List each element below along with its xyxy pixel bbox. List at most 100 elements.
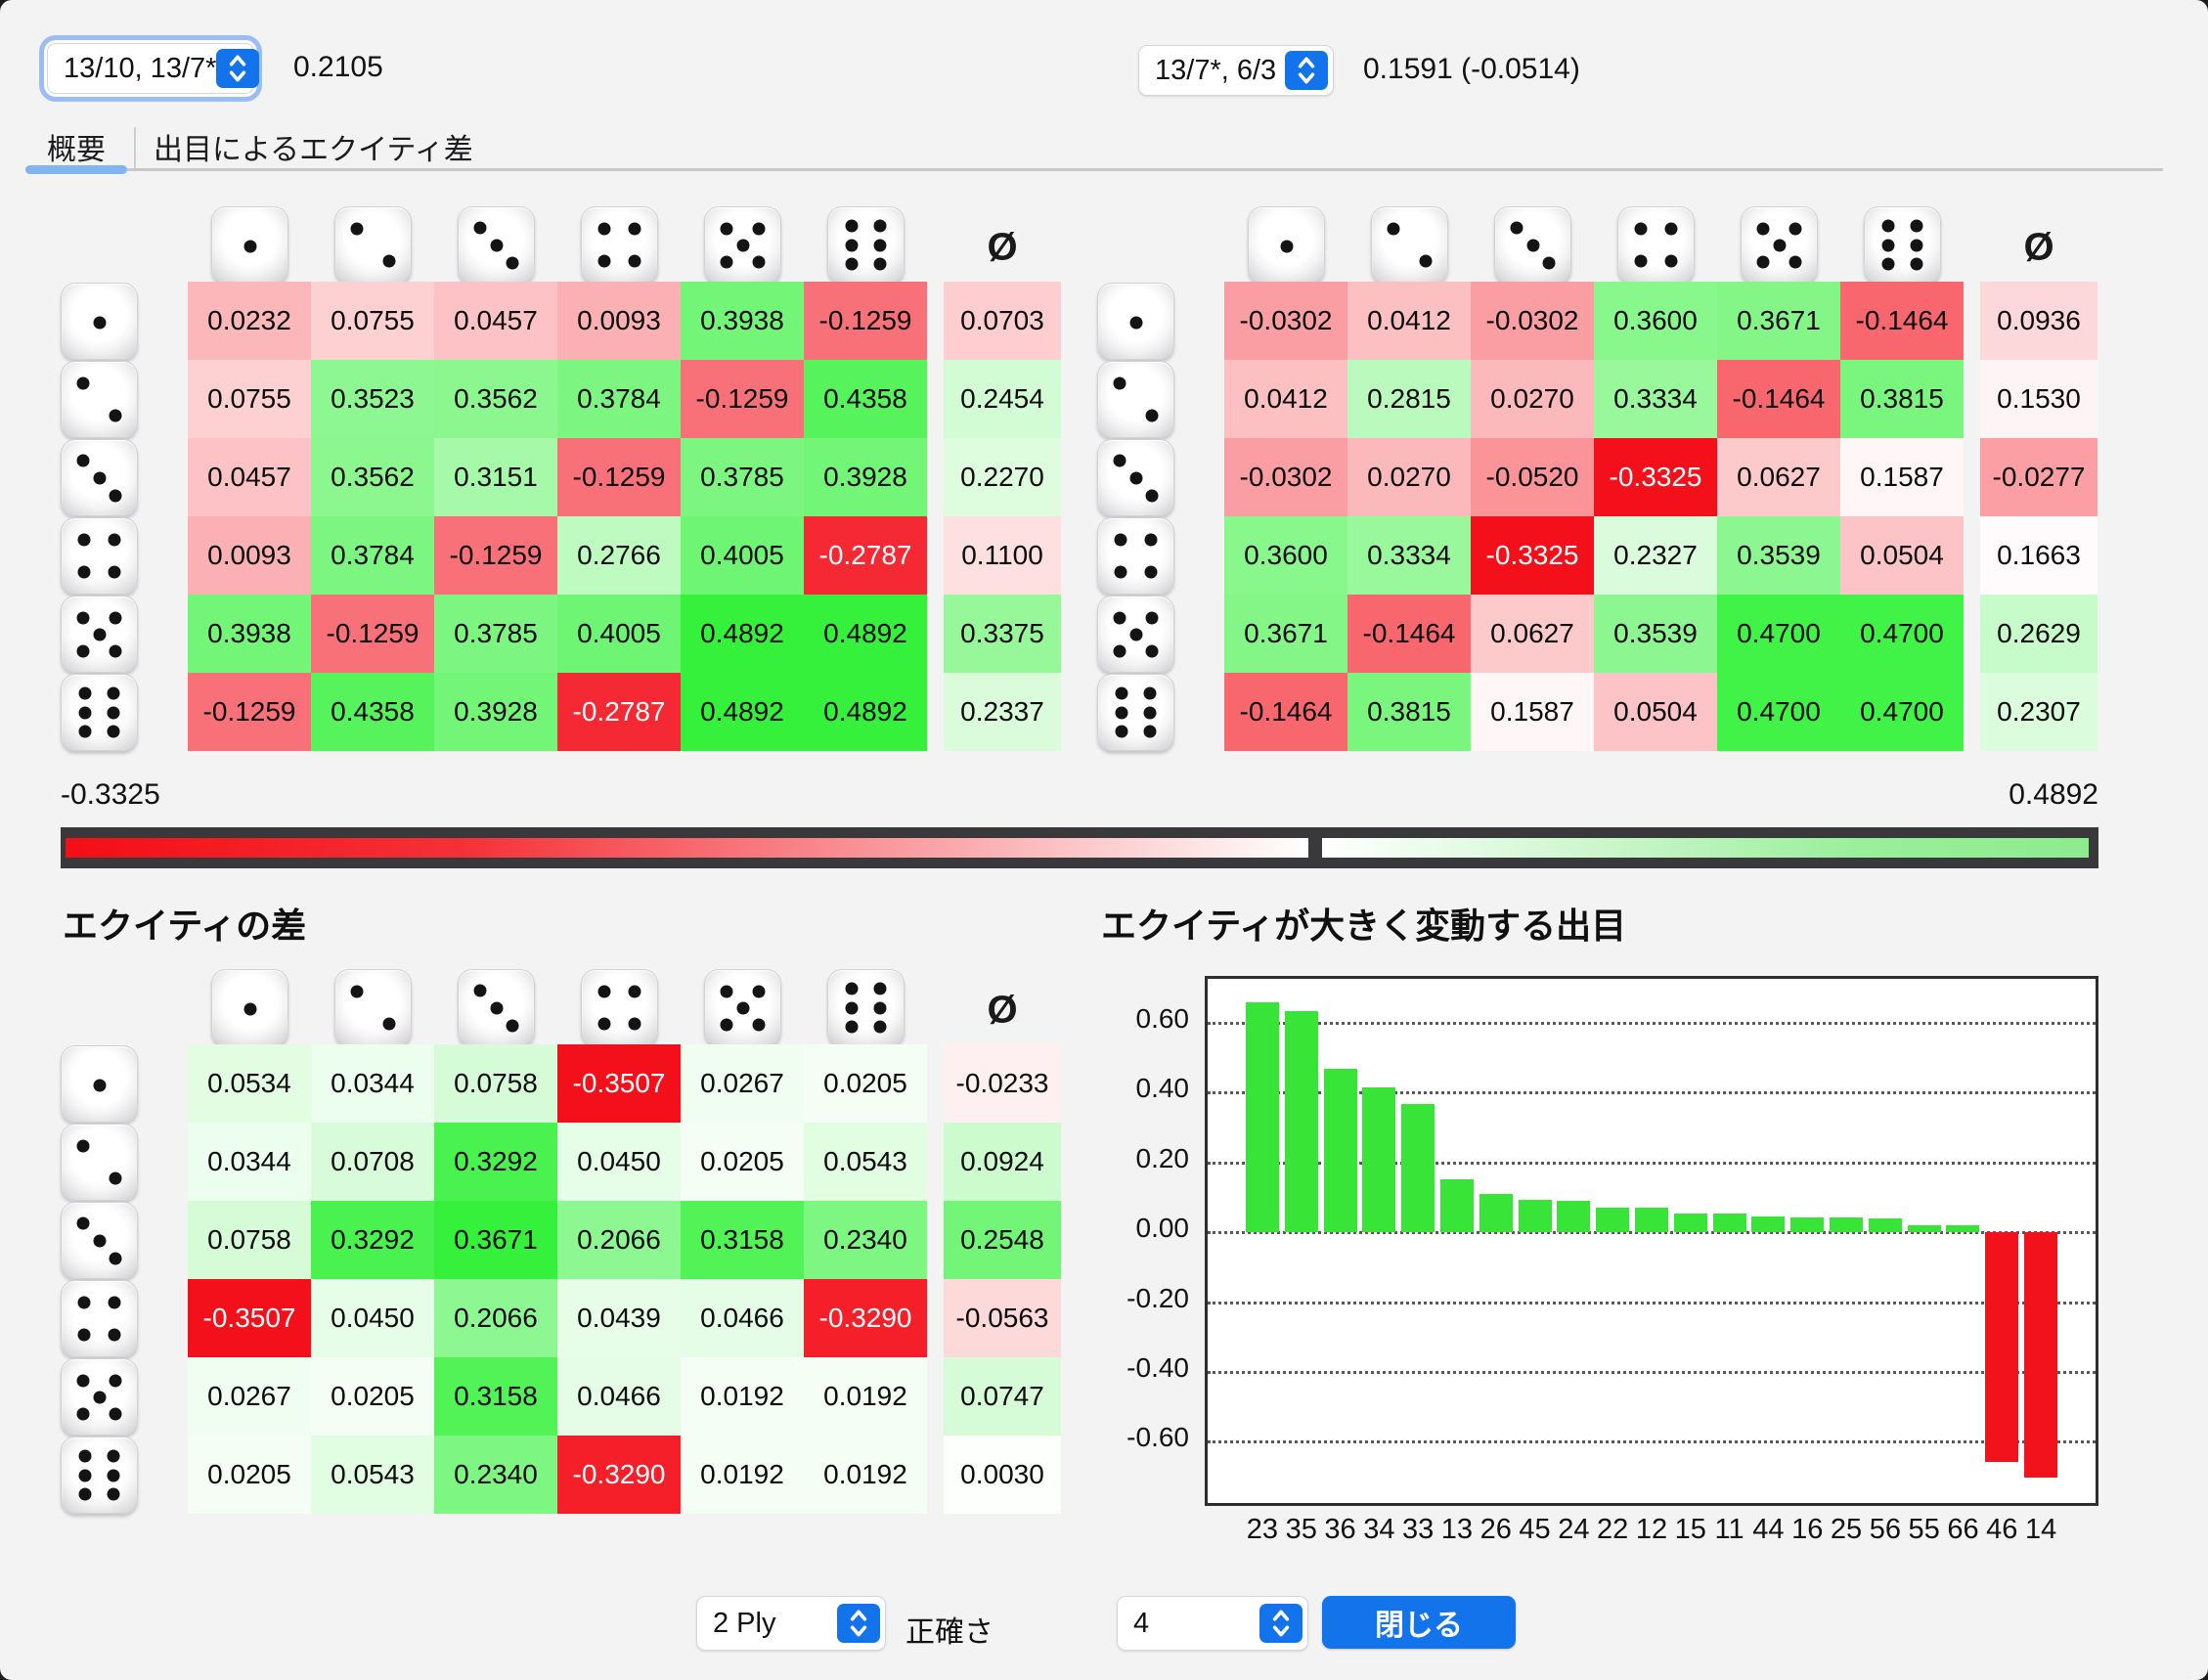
equity-cell: 0.3158 xyxy=(434,1357,557,1436)
x-axis-tick-label: 25 xyxy=(1830,1514,1863,1545)
equity-cell: 0.3815 xyxy=(1840,360,1964,438)
active-tab-underline xyxy=(25,165,127,174)
equity-cell: 0.3671 xyxy=(434,1201,557,1279)
updown-stepper-icon xyxy=(216,49,260,88)
accuracy-label: 正確さ xyxy=(905,1616,994,1649)
die-pip xyxy=(1910,239,1923,251)
equity-cell: 0.4358 xyxy=(311,673,434,751)
equity-cell: -0.1259 xyxy=(681,360,804,438)
equity-cell: 0.0504 xyxy=(1840,516,1964,595)
die-pip xyxy=(597,254,611,268)
bar-36 xyxy=(1323,1068,1357,1233)
equity-cell: 0.0755 xyxy=(188,360,311,438)
equity-cell: 0.3671 xyxy=(1224,595,1347,673)
updown-stepper-icon xyxy=(1285,51,1328,90)
equity-cell: 0.0205 xyxy=(804,1044,927,1123)
die-pip xyxy=(109,611,122,625)
die-pip xyxy=(1113,454,1126,467)
move1-select-value: 13/10, 13/7* xyxy=(64,52,217,84)
die-5-icon xyxy=(1741,206,1818,284)
die-pip xyxy=(1910,257,1923,271)
equity-cell: 0.2327 xyxy=(1594,516,1717,595)
die-pip xyxy=(845,239,859,251)
equity-cell: 0.3784 xyxy=(311,516,434,595)
die-pip xyxy=(628,1017,641,1031)
equity-cell: 0.3928 xyxy=(804,438,927,516)
die-pip xyxy=(597,222,611,236)
die-1-icon xyxy=(1248,206,1325,284)
bar-24 xyxy=(1557,1200,1591,1233)
equity-cell: 0.2766 xyxy=(557,516,681,595)
equity-cell: 0.0543 xyxy=(311,1436,434,1514)
row-average-cell: 0.2337 xyxy=(944,673,1061,751)
ply-select[interactable]: 2 Ply xyxy=(696,1596,886,1651)
die-pip xyxy=(76,611,90,625)
equity-cell: 0.3600 xyxy=(1224,516,1347,595)
die-pip xyxy=(76,454,90,467)
equity-cell: 0.4005 xyxy=(557,595,681,673)
equity-cell: 0.3671 xyxy=(1717,282,1840,360)
equity-cell: 0.3562 xyxy=(311,438,434,516)
die-pip xyxy=(597,1017,611,1031)
chart-title: エクイティが大きく変動する出目 xyxy=(1101,906,1627,946)
die-2-icon xyxy=(61,1124,138,1201)
equity-cell: 0.0093 xyxy=(557,282,681,360)
die-pip xyxy=(93,1234,106,1248)
die-pip xyxy=(1145,409,1159,422)
bar-23 xyxy=(1245,1001,1279,1233)
equity-cell: 0.0344 xyxy=(311,1044,434,1123)
gridline xyxy=(1208,1231,2096,1235)
x-axis-tick-label: 66 xyxy=(1947,1514,1979,1545)
die-pip xyxy=(752,255,766,269)
tab-overview[interactable]: 概要 xyxy=(47,134,106,166)
die-pip xyxy=(873,239,887,251)
equity-cell: 0.0708 xyxy=(311,1123,434,1201)
move1-select[interactable]: 13/10, 13/7* xyxy=(47,43,260,94)
die-pip xyxy=(473,984,487,997)
die-pip xyxy=(1129,628,1142,641)
row-average-cell: 0.0703 xyxy=(944,282,1061,360)
x-axis-tick-label: 46 xyxy=(1986,1514,2018,1545)
bar-16 xyxy=(1790,1217,1825,1233)
equity-cell: -0.3507 xyxy=(188,1279,311,1357)
x-axis-tick-label: 55 xyxy=(1908,1514,1940,1545)
die-pip xyxy=(845,1020,859,1034)
equity-cell: 0.3334 xyxy=(1347,516,1471,595)
y-axis-tick-label: 0.40 xyxy=(1135,1073,1190,1104)
die-pip xyxy=(382,1017,396,1031)
equity-cell: 0.4892 xyxy=(804,673,927,751)
bar-11 xyxy=(1712,1213,1746,1233)
die-pip xyxy=(1526,239,1539,252)
die-pip xyxy=(1788,222,1802,236)
die-pip xyxy=(1114,533,1127,547)
die-4-icon xyxy=(1617,206,1695,284)
die-pip xyxy=(76,1374,90,1388)
tab-equity-by-roll[interactable]: 出目によるエクイティ差 xyxy=(154,134,473,166)
die-pip xyxy=(628,985,641,998)
equity-cell: 0.4700 xyxy=(1840,595,1964,673)
equity-cell: -0.1464 xyxy=(1347,595,1471,673)
die-pip xyxy=(628,254,641,268)
equity-cell: -0.2787 xyxy=(804,516,927,595)
equity-cell: -0.2787 xyxy=(557,673,681,751)
equity-cell: -0.0302 xyxy=(1471,282,1594,360)
tab-separator xyxy=(134,127,136,168)
die-pip xyxy=(350,222,364,236)
die-pip xyxy=(1634,254,1648,268)
move2-select[interactable]: 13/7*, 6/3 xyxy=(1138,45,1334,96)
die-2-icon xyxy=(334,969,412,1046)
y-axis-tick-label: 0.20 xyxy=(1135,1142,1190,1173)
x-axis-tick-label: 23 xyxy=(1246,1514,1279,1545)
equity-cell: 0.0412 xyxy=(1224,360,1347,438)
equity-cell: 0.3292 xyxy=(434,1123,557,1201)
equity-cell: -0.1259 xyxy=(434,516,557,595)
die-pip xyxy=(78,706,92,719)
die-pip xyxy=(78,725,92,738)
die-pip xyxy=(78,1449,92,1463)
close-button[interactable]: 閉じる xyxy=(1322,1596,1516,1649)
die-pip xyxy=(1664,222,1678,236)
die-pip xyxy=(109,1172,122,1185)
die-pip xyxy=(1129,316,1142,330)
equity-cell: 0.0205 xyxy=(681,1123,804,1201)
count-select[interactable]: 4 xyxy=(1117,1596,1308,1651)
